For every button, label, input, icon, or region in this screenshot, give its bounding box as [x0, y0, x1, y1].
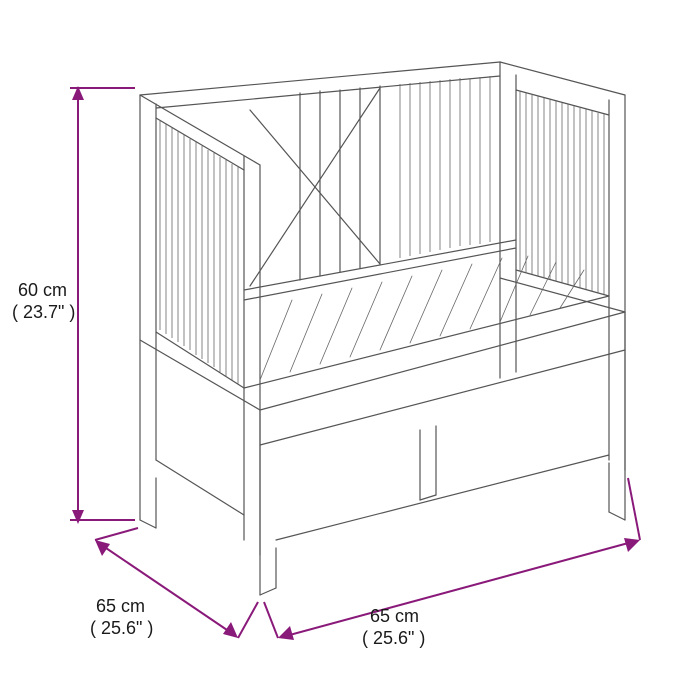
dim-depth: 65 cm ( 25.6" )	[90, 528, 258, 638]
height-cm: 60 cm	[18, 280, 67, 300]
dim-height: 60 cm ( 23.7" )	[12, 86, 135, 524]
dimension-diagram: 60 cm ( 23.7" ) 65 cm ( 25.6" ) 65 cm ( …	[0, 0, 700, 700]
right-weave	[520, 91, 604, 294]
back-x-panel	[250, 86, 380, 286]
left-weave	[160, 121, 238, 384]
depth-cm: 65 cm	[96, 596, 145, 616]
depth-in: ( 25.6" )	[90, 618, 153, 638]
chair-outline	[140, 62, 625, 595]
height-in: ( 23.7" )	[12, 302, 75, 322]
dim-width: 65 cm ( 25.6" )	[264, 478, 640, 648]
width-cm: 65 cm	[370, 606, 419, 626]
seat-slats	[244, 248, 609, 388]
width-in: ( 25.6" )	[362, 628, 425, 648]
